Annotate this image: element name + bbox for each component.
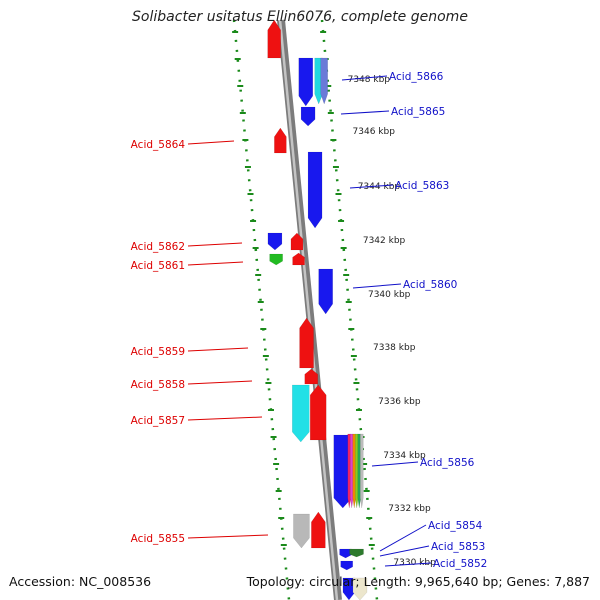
- scale-label: 7340 kbp: [368, 290, 411, 300]
- gene-arrow: [298, 57, 314, 107]
- leader-line-right: [352, 283, 402, 289]
- left-guide-line: [232, 19, 291, 600]
- scale-label: 7334 kbp: [383, 451, 426, 461]
- leader-line-right: [371, 461, 419, 467]
- leader-line-right: [379, 545, 430, 557]
- leader-line-right: [349, 184, 394, 189]
- scale-label: 7332 kbp: [388, 504, 431, 514]
- gene-label-left: Acid_5857: [131, 415, 185, 427]
- genome-summary-text: Topology: circular; Length: 9,965,640 bp…: [246, 574, 590, 589]
- leader-line-left: [187, 242, 243, 247]
- gene-arrow: [318, 268, 333, 315]
- gene-label-right: Acid_5865: [391, 106, 445, 118]
- right-guide-line: [320, 19, 379, 600]
- gene-label-right: Acid_5856: [420, 457, 475, 469]
- leader-line-left: [187, 380, 253, 385]
- leader-line-right: [341, 75, 388, 81]
- gene-label-left: Acid_5864: [131, 139, 186, 151]
- leader-line-left: [187, 261, 244, 266]
- gene-arrow: [292, 252, 305, 266]
- gene-arrow: [267, 19, 281, 59]
- gene-label-left: Acid_5859: [131, 346, 185, 358]
- gene-arrow: [269, 253, 283, 266]
- gene-arrow: [304, 368, 319, 385]
- genome-title: Solibacter usitatus Ellin6076, complete …: [132, 9, 468, 25]
- gene-label-left: Acid_5861: [131, 260, 185, 272]
- scale-label: 7346 kbp: [353, 127, 396, 137]
- gene-arrow: [311, 511, 326, 549]
- gene-label-right: Acid_5853: [431, 541, 485, 553]
- gene-arrow: [292, 384, 310, 443]
- gene-label-right: Acid_5860: [403, 279, 457, 291]
- leader-line-right: [379, 524, 427, 552]
- leader-line-right: [340, 110, 390, 115]
- accession-text: Accession: NC_008536: [9, 574, 152, 589]
- leader-line-left: [187, 347, 249, 352]
- scale-label: 7348 kbp: [348, 75, 391, 85]
- gene-label-left: Acid_5855: [131, 533, 185, 545]
- gene-arrow: [340, 560, 353, 571]
- scale-label: 7344 kbp: [358, 182, 401, 192]
- gene-arrow: [299, 317, 314, 369]
- gene-label-left: Acid_5858: [131, 379, 185, 391]
- gene-arrow: [293, 513, 310, 549]
- scale-label: 7336 kbp: [378, 397, 421, 407]
- gene-strip: [349, 548, 364, 558]
- gene-label-right: Acid_5863: [395, 180, 449, 192]
- gene-arrow: [307, 151, 323, 229]
- leader-line-left: [187, 140, 235, 145]
- gene-strip: [359, 433, 364, 509]
- gene-label-right: Acid_5852: [433, 558, 487, 570]
- gene-arrow: [300, 106, 316, 127]
- gene-label-right: Acid_5866: [389, 71, 444, 83]
- leader-line-right: [384, 562, 432, 567]
- scale-label: 7338 kbp: [373, 343, 416, 353]
- leader-line-left: [187, 534, 269, 539]
- scale-label: 7330 kbp: [393, 558, 436, 568]
- backbone-highlight: [278, 19, 339, 600]
- gene-strip: [352, 577, 368, 600]
- gene-arrow: [274, 127, 287, 154]
- scale-label: 7342 kbp: [363, 236, 406, 246]
- gene-arrow: [267, 232, 283, 251]
- gene-arrow: [309, 384, 327, 441]
- leader-line-left: [187, 416, 263, 421]
- gene-label-left: Acid_5862: [131, 241, 185, 253]
- gene-strip: [320, 57, 328, 105]
- gene-label-right: Acid_5854: [428, 520, 483, 532]
- gene-arrow: [290, 232, 304, 251]
